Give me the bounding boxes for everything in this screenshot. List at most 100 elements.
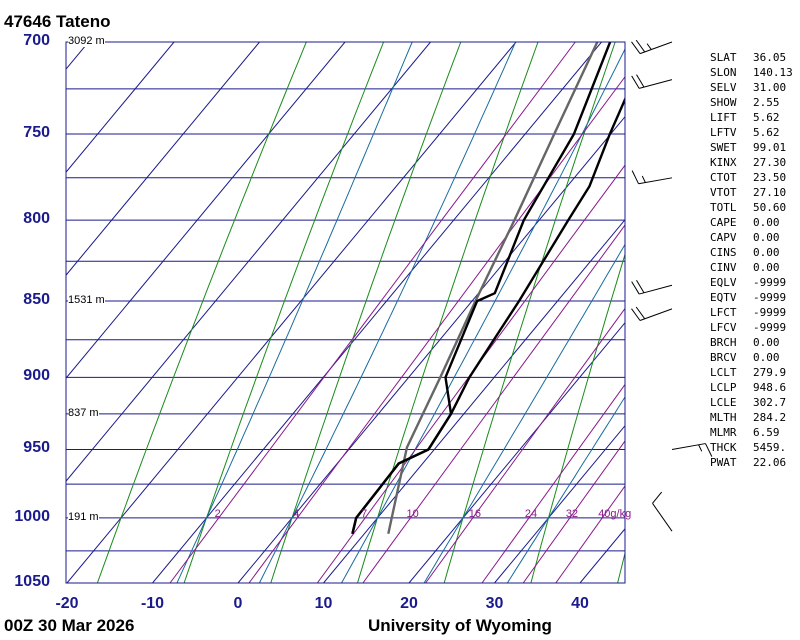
index-value: 2.55 xyxy=(753,96,780,109)
isotherm xyxy=(66,42,431,482)
parcel-path-line xyxy=(387,42,599,535)
index-value: 23.50 xyxy=(753,171,787,184)
index-row: PWAT 22.06 xyxy=(710,455,793,470)
index-key: EQLV xyxy=(710,276,737,289)
isotherm xyxy=(0,42,3,583)
index-row: EQTV -9999 xyxy=(710,290,793,305)
index-key: MLTH xyxy=(710,411,737,424)
mixing-ratio-label: 10 xyxy=(406,508,419,520)
isotherm xyxy=(152,42,602,583)
isotherm xyxy=(237,115,625,583)
temperature-tick-label: 10 xyxy=(314,595,333,612)
pressure-tick-label: 1000 xyxy=(14,507,50,525)
mixing-ratio-label: 32 xyxy=(565,508,579,520)
index-key: THCK xyxy=(710,441,737,454)
isotherm xyxy=(494,424,625,583)
index-value: 0.00 xyxy=(753,351,780,364)
index-value: 27.10 xyxy=(753,186,787,199)
source-credit: University of Wyoming xyxy=(368,616,552,635)
index-value: 6.59 xyxy=(753,426,780,439)
index-row: SLAT 36.05 xyxy=(710,50,793,65)
index-key: KINX xyxy=(710,156,737,169)
moist-adiabat xyxy=(176,42,413,583)
index-row: CAPE 0.00 xyxy=(710,215,793,230)
index-key: SWET xyxy=(710,141,737,154)
index-value: 0.00 xyxy=(753,261,780,274)
index-key: LCLP xyxy=(710,381,737,394)
index-key: SLON xyxy=(710,66,737,79)
index-key: CAPE xyxy=(710,216,737,229)
wind-barb xyxy=(631,74,673,89)
mixing-ratio-line xyxy=(248,75,625,583)
pressure-tick-label: 750 xyxy=(23,124,50,142)
wind-barb xyxy=(631,280,673,295)
dry-adiabat xyxy=(96,42,307,583)
moist-adiabat xyxy=(506,396,625,583)
index-row: CAPV 0.00 xyxy=(710,230,793,245)
index-value: 0.00 xyxy=(753,336,780,349)
pressure-tick-label: 1050 xyxy=(14,573,50,590)
index-value: 140.13 xyxy=(753,66,793,79)
index-key: CINV xyxy=(710,261,737,274)
index-row: SELV 31.00 xyxy=(710,80,793,95)
index-key: LCLE xyxy=(710,396,737,409)
index-row: LFCV -9999 xyxy=(710,320,793,335)
index-value: 99.01 xyxy=(753,141,787,154)
mixing-ratio-label: 24 xyxy=(524,508,538,520)
dry-adiabat xyxy=(356,42,539,583)
temperature-tick-label: -20 xyxy=(55,595,79,612)
isotherm xyxy=(66,42,346,379)
temperature-tick-label: 30 xyxy=(485,595,504,612)
index-value: -9999 xyxy=(753,321,787,334)
wind-barb xyxy=(652,491,673,532)
temperature-tick-label: 40 xyxy=(571,595,589,612)
wind-barbs xyxy=(631,39,713,532)
mixing-ratio-label: 40g/kg xyxy=(598,508,632,520)
index-value: 948.6 xyxy=(753,381,787,394)
index-key: LCLT xyxy=(710,366,737,379)
isotherm xyxy=(66,42,260,276)
wind-barb xyxy=(671,443,713,457)
mixing-ratio-line xyxy=(555,485,625,583)
index-row: MLMR 6.59 xyxy=(710,425,793,440)
index-row: CINV 0.00 xyxy=(710,260,793,275)
index-key: LIFT xyxy=(710,111,737,124)
index-row: TOTL 50.60 xyxy=(710,200,793,215)
index-row: KINX 27.30 xyxy=(710,155,793,170)
index-row: MLTH 284.2 xyxy=(710,410,793,425)
pressure-tick-label: 800 xyxy=(23,210,50,228)
mixing-ratio-label: 16 xyxy=(468,508,482,520)
index-row: LFTV 5.62 xyxy=(710,125,793,140)
index-value: 22.06 xyxy=(753,456,787,469)
mixing-ratio-line xyxy=(169,42,576,583)
index-row: BRCV 0.00 xyxy=(710,350,793,365)
dry-adiabat xyxy=(443,42,616,583)
wind-barb xyxy=(631,170,673,185)
index-key: TOTL xyxy=(710,201,737,214)
index-value: 302.7 xyxy=(753,396,787,409)
trace-layer xyxy=(351,42,625,535)
index-key: MLMR xyxy=(710,426,737,439)
pressure-tick-label: 900 xyxy=(23,367,50,385)
index-value: 0.00 xyxy=(753,216,780,229)
index-key: LFCT xyxy=(710,306,737,319)
index-row: LIFT 5.62 xyxy=(710,110,793,125)
index-key: PWAT xyxy=(710,456,737,469)
index-row: SLON 140.13 xyxy=(710,65,793,80)
temperature-tick-label: 0 xyxy=(233,595,243,612)
moist-adiabat xyxy=(423,243,625,583)
wind-barb xyxy=(631,39,673,55)
index-key: SLAT xyxy=(710,51,737,64)
mixing-ratio-line xyxy=(362,224,625,583)
mixing-ratio-line xyxy=(425,307,625,583)
chart-title: 47646 Tateno xyxy=(4,12,111,31)
height-label: 3092 m xyxy=(68,35,105,47)
dry-adiabat xyxy=(270,42,462,583)
index-value: 5459. xyxy=(753,441,787,454)
mixing-ratio-line xyxy=(522,440,625,583)
index-value: 5.62 xyxy=(753,126,780,139)
index-key: SHOW xyxy=(710,96,737,109)
index-value: -9999 xyxy=(753,306,787,319)
index-row: LCLT 279.9 xyxy=(710,365,793,380)
